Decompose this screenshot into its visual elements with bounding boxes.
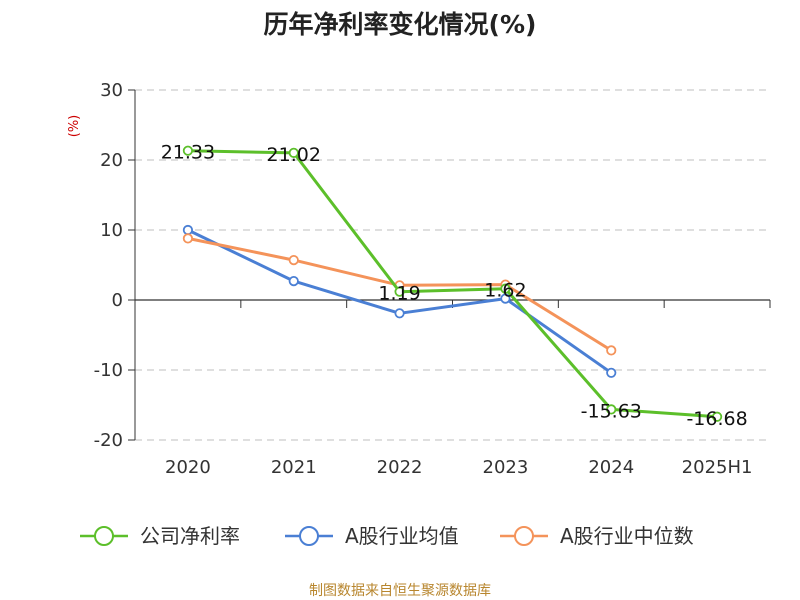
legend-marker-1 — [299, 526, 319, 546]
data-point-series-0 — [500, 283, 511, 294]
data-label: 21.02 — [267, 144, 321, 166]
data-point-series-2 — [606, 345, 617, 356]
x-tick-label: 2024 — [588, 457, 634, 478]
data-point-series-1 — [288, 275, 299, 287]
legend-label-1: A股行业均值 — [345, 524, 459, 548]
data-point-series-0 — [394, 286, 405, 297]
data-point-series-1 — [394, 308, 405, 319]
y-tick-label: 10 — [100, 220, 123, 241]
y-axis-unit-label: (%) — [67, 115, 82, 138]
x-tick-label: 2022 — [377, 457, 423, 478]
y-tick-label: 20 — [100, 150, 123, 171]
legend-label-2: A股行业中位数 — [560, 524, 694, 548]
x-tick-label: 2023 — [483, 457, 529, 478]
data-point-series-0 — [711, 411, 723, 422]
legend-marker-2 — [514, 526, 534, 546]
axes: 30 20 10 0 -10 -20 2020 2021 2022 2023 2024 2025H1 — [94, 80, 771, 478]
legend-label-0: 公司净利率 — [140, 524, 240, 548]
legend: 公司净利率 A股行业均值 A股行业中位数 — [80, 524, 694, 548]
data-label: 1.62 — [484, 280, 526, 302]
y-tick-label: -20 — [94, 430, 123, 451]
data-point-series-1 — [182, 224, 194, 236]
x-tick-label: 2020 — [165, 457, 211, 478]
data-point-series-0 — [182, 145, 194, 156]
data-point-series-0 — [288, 147, 299, 158]
y-tick-label: 30 — [100, 80, 123, 101]
x-tick-label: 2021 — [271, 457, 317, 478]
data-label: 1.19 — [378, 283, 420, 305]
data-labels: 21.33 21.02 1.19 1.62 -15.63 -16.68 — [161, 142, 748, 430]
data-point-series-2 — [182, 233, 194, 244]
data-point-series-2 — [288, 255, 299, 266]
data-point-series-1 — [606, 367, 617, 378]
data-label: -16.68 — [686, 408, 747, 430]
y-tick-label: 0 — [112, 290, 123, 311]
source-note: 制图数据来自恒生聚源数据库 — [309, 583, 491, 599]
data-point-series-0 — [606, 404, 617, 415]
series-lines — [182, 145, 723, 422]
series-line-0 — [187, 149, 718, 419]
data-label: -15.63 — [581, 400, 642, 422]
data-label: 21.33 — [161, 142, 215, 164]
x-tick-label: 2025H1 — [682, 457, 753, 478]
legend-marker-0 — [94, 526, 114, 546]
grid-lines — [135, 89, 770, 441]
data-point-series-1 — [500, 293, 511, 304]
chart-title: 历年净利率变化情况(%) — [264, 10, 537, 39]
y-tick-label: -10 — [94, 360, 123, 381]
